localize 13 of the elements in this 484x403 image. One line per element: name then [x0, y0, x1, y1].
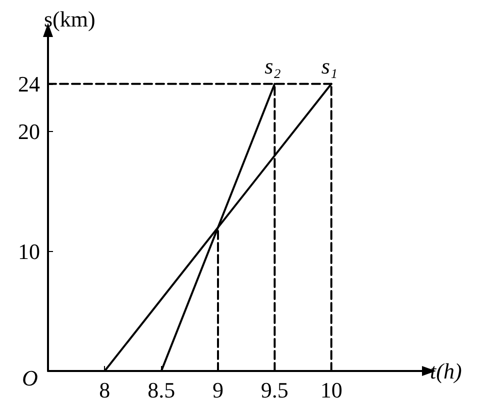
y-axis-title: s(km): [44, 6, 96, 32]
x-tick-label: 9: [212, 378, 224, 402]
x-tick-label: 10: [320, 378, 342, 402]
series-label: s₁: [321, 53, 338, 78]
x-axis-title: t(h): [430, 358, 462, 384]
x-tick-label: 8: [99, 378, 110, 402]
text: O: [22, 366, 38, 390]
x-tick-label: 9.5: [260, 378, 288, 402]
x-tick-label: 8.5: [148, 378, 176, 402]
series-label: s₂: [264, 53, 282, 78]
y-tick-label: 10: [18, 238, 40, 264]
y-tick-label: 20: [18, 119, 40, 144]
y-tick-label: 24: [18, 71, 40, 96]
